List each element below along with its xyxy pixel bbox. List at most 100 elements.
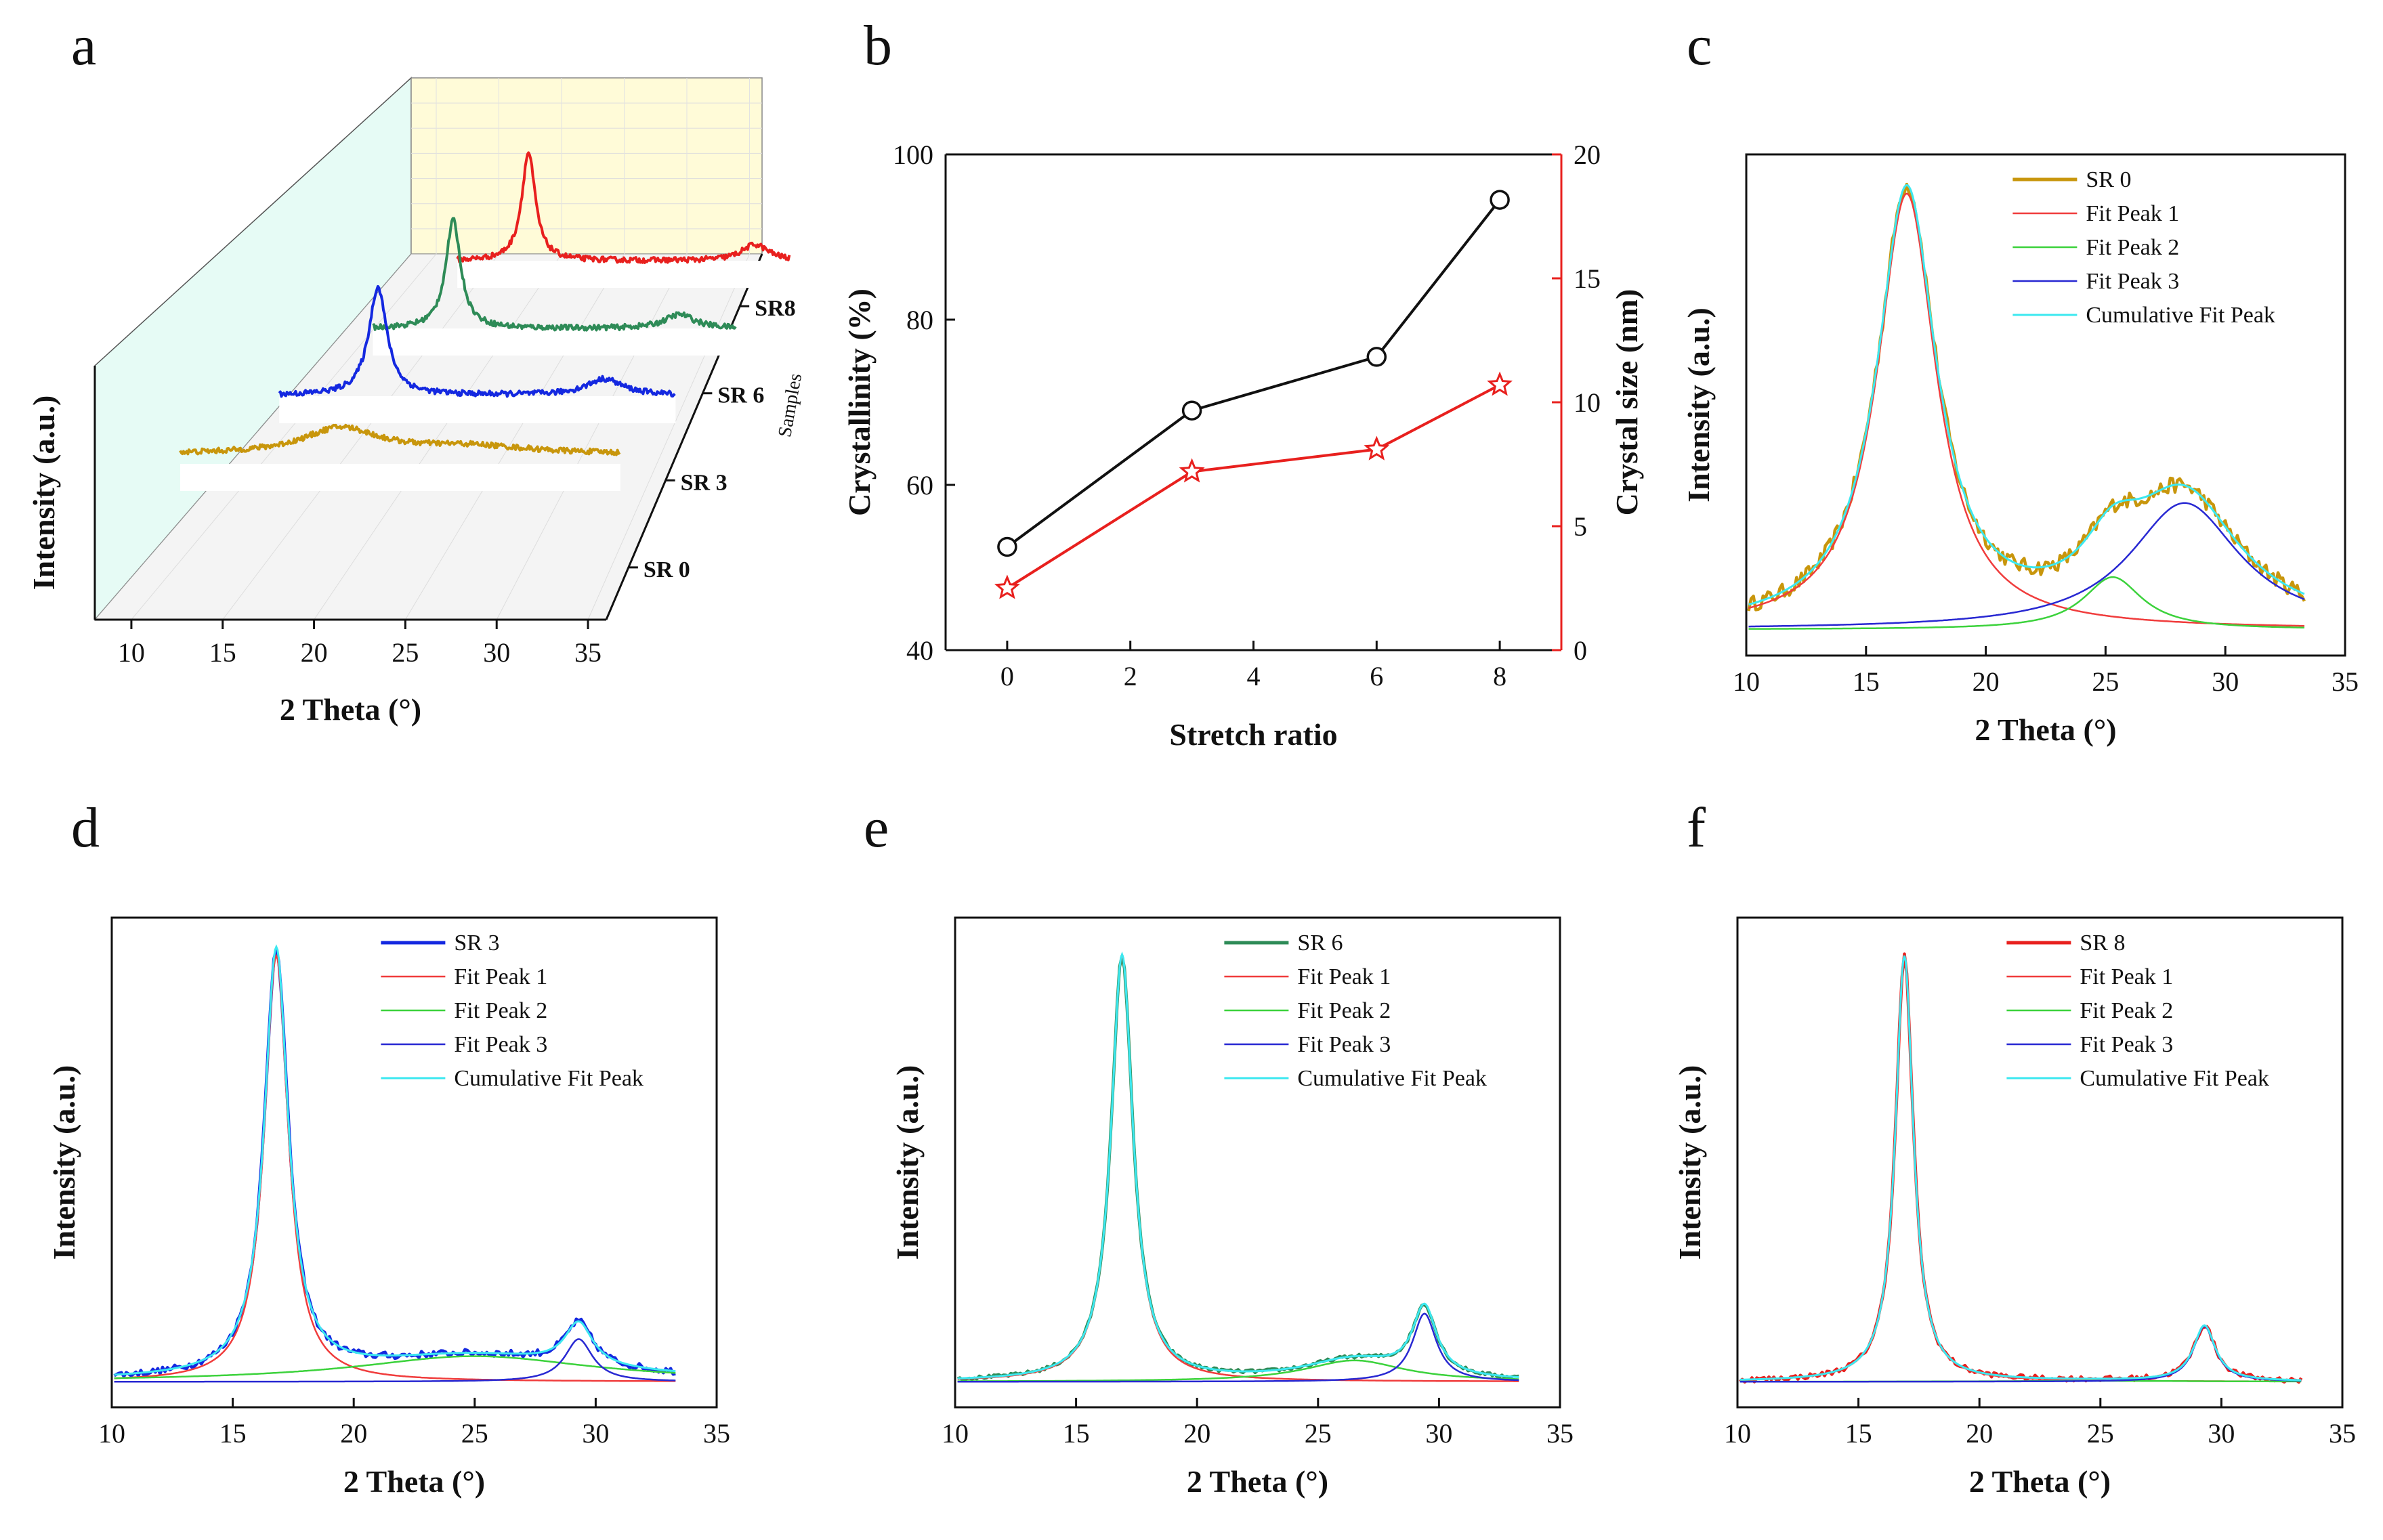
legend-entry: Fit Peak 1 [2080,964,2173,989]
crystallinity-line [1006,198,1501,549]
y-right-tick-label: 5 [1574,511,1587,542]
panel-f: f 10 15 20 25 30 35 2 Theta (°) Intensity (a.u.)… [1672,796,2356,1499]
x-tick-label: 10 [1733,666,1760,697]
x-tick-label: 35 [1546,1418,1574,1449]
x-tick-label: 20 [301,637,328,668]
x-tick-label: 25 [2092,666,2119,697]
curve-shadow-band [373,328,737,356]
fit-peak-2-curve [114,1355,676,1379]
measured-curve [956,954,1519,1382]
x-axis-label: 2 Theta (°) [1187,1464,1328,1499]
floor-grid-line [404,253,625,620]
fit-peak-1-curve [114,954,676,1382]
panel-label-f: f [1687,796,1706,859]
x-tick-label: 30 [1425,1418,1452,1449]
legend-entry: Fit Peak 3 [2086,269,2179,294]
legend-entry: Cumulative Fit Peak [2080,1066,2269,1091]
floor-grid-line [496,253,688,620]
plot-frame [954,916,1561,1409]
back-wall [410,77,763,255]
crystal-size-point [1364,435,1390,461]
fit-peak-1-curve [1739,956,2302,1383]
x-tick-label: 30 [582,1418,609,1449]
floor-grid-line [314,253,562,620]
xrd-curve [372,217,737,332]
x-tick-label: 0 [1000,661,1014,691]
cumulative-fit-curve [957,951,1519,1379]
legend-entry: Cumulative Fit Peak [454,1066,644,1091]
fit-peak-1-curve [1748,192,2304,627]
x-tick-label: 30 [483,637,510,668]
x-tick-label: 20 [1973,666,2000,697]
x-tick-label: 30 [2212,666,2239,697]
legend-entry: Fit Peak 2 [454,998,547,1023]
x-axis-label: 2 Theta (°) [343,1464,485,1499]
y-tick-label: 40 [906,635,933,666]
x-tick-label: 25 [461,1418,488,1449]
legend-entry: Fit Peak 3 [2080,1032,2173,1057]
crystal-size-point [1487,371,1513,396]
x-axis-label: 2 Theta (°) [280,692,421,727]
legend-entry: Fit Peak 2 [2086,235,2179,260]
depth-axis [605,253,763,620]
x-tick-label: 10 [118,637,145,668]
x-tick-label: 20 [1183,1418,1210,1449]
legend-entry: Fit Peak 2 [1297,998,1391,1023]
x-tick-label: 35 [574,637,602,668]
x-tick-label: 15 [1845,1418,1872,1449]
curve-shadow-band [180,464,620,491]
y-tick-label: 80 [906,305,933,335]
fit-peak-1-curve [957,953,1519,1382]
xrd-curve [456,151,791,264]
crystal-size-point [1179,458,1205,483]
x-tick-label: 25 [1305,1418,1332,1449]
y-axis-label: Intensity (a.u.) [47,1065,81,1260]
panel-label-a: a [71,14,96,77]
sample-label: SR8 [755,296,795,321]
y-right-tick-label: 0 [1574,635,1587,666]
x-axis-label: 2 Theta (°) [1969,1464,2111,1499]
panel-label-c: c [1687,14,1712,77]
cumulative-fit-curve [1748,184,2305,606]
fit-peak-3-curve [957,1312,1519,1383]
y-right-tick-label: 10 [1574,387,1601,418]
plot-frame [1745,153,2346,657]
measured-curve [113,947,676,1378]
xrd-curve [278,284,676,398]
x-tick-label: 8 [1493,661,1506,691]
x-tick-label: 30 [2208,1418,2235,1449]
cumulative-fit-curve [114,944,676,1376]
x-tick-label: 25 [2087,1418,2114,1449]
x-tick-label: 10 [98,1418,125,1449]
panel-label-b: b [864,14,892,77]
panel-a: a 10 15 20 25 30 35 2 Theta (°) Intensity (a.u.)… [26,14,806,727]
sample-label: SR 3 [681,470,727,495]
panel-d: d 10 15 20 25 30 35 2 Theta (°) Intensity (a.u.)… [47,796,730,1499]
panel-label-d: d [71,796,100,859]
y-axis-label: Crystallinity (%) [842,288,877,516]
panel-c: c 10 15 20 25 30 35 2 Theta (°) Intensity (a.u.)… [1681,14,2359,747]
fit-peak-2-curve [1748,576,2304,630]
panel-e: e 10 15 20 25 30 35 2 Theta (°) Intensity (a.u.)… [864,796,1574,1499]
x-tick-label: 10 [1724,1418,1751,1449]
crystallinity-point [1490,190,1510,210]
xrd-curve [179,423,621,456]
y-axis-label: Intensity (a.u.) [1681,307,1716,502]
panel-label-e: e [864,796,889,859]
crystal-size-line [1006,383,1501,590]
curve-shadow-band [279,396,676,423]
x-tick-label: 4 [1247,661,1261,691]
measured-curve [1739,952,2303,1384]
panel-b: b 0 2 4 6 8 40 60 80 100 0 5 10 15 20 Stretch ratio Crys… [842,14,1644,752]
x-tick-label: 2 [1124,661,1137,691]
legend-entry: Fit Peak 1 [2086,201,2179,226]
legend-entry: Fit Peak 3 [1297,1032,1391,1057]
floor-grid-line [587,253,750,620]
legend-entry: SR 3 [454,931,499,956]
x-tick-label: 6 [1370,661,1383,691]
legend-entry: SR 6 [1297,931,1343,956]
legend-entry: Fit Peak 2 [2080,998,2173,1023]
y-right-tick-label: 15 [1574,263,1601,294]
legend-entry: Cumulative Fit Peak [2086,303,2275,328]
